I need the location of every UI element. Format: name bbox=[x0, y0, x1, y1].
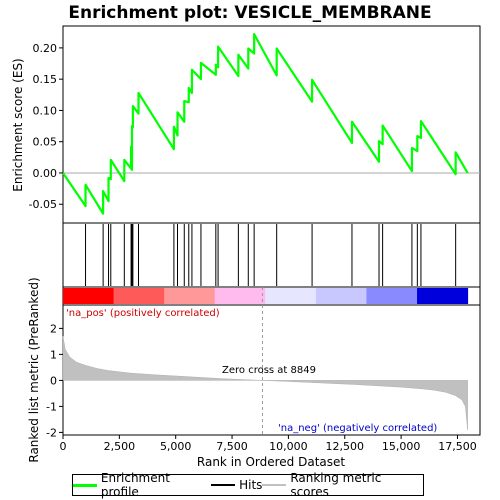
x-axis-label: Rank in Ordered Dataset bbox=[197, 455, 345, 469]
legend-label: Hits bbox=[239, 478, 263, 492]
legend-item-hits: Hits bbox=[211, 478, 262, 492]
metric-panel bbox=[62, 304, 481, 436]
es-curve bbox=[62, 33, 469, 215]
x-tick-label: 5,000 bbox=[160, 440, 192, 453]
x-tick-label: 10,000 bbox=[269, 440, 308, 453]
es-y-tick-label: 0.15 bbox=[33, 73, 58, 86]
metric-y-tick-label: -1 bbox=[46, 400, 57, 413]
es-y-tick-label: 0.05 bbox=[33, 136, 58, 149]
heat-bar-segment bbox=[214, 288, 266, 304]
es-y-axis-label: Enrichment score (ES) bbox=[11, 58, 25, 191]
es-y-tick-label: 0.10 bbox=[33, 104, 58, 117]
x-tick-label: 2,500 bbox=[104, 440, 136, 453]
x-tick-label: 15,000 bbox=[382, 440, 421, 453]
heat-bar-segment bbox=[366, 288, 418, 304]
legend-label: Ranking metric scores bbox=[290, 471, 382, 499]
legend-item-enrichment-profile: Enrichment profile bbox=[73, 471, 211, 499]
ranking-metric-area bbox=[62, 287, 468, 435]
legend-label: Enrichment profile bbox=[100, 471, 170, 499]
heat-bar-segment bbox=[164, 288, 216, 304]
x-tick-label: 0 bbox=[60, 440, 67, 453]
negative-correlation-label: 'na_neg' (negatively correlated) bbox=[278, 423, 437, 434]
x-tick-label: 7,500 bbox=[216, 440, 248, 453]
heat-bar bbox=[63, 288, 469, 304]
ranking-metric-fill bbox=[62, 336, 468, 430]
es-panel bbox=[62, 25, 481, 224]
metric-y-tick-label: 0 bbox=[50, 374, 57, 387]
heat-bar-segment bbox=[417, 288, 469, 304]
x-tick-label: 17,500 bbox=[438, 440, 477, 453]
es-y-tick-label: -0.05 bbox=[29, 198, 57, 211]
es-y-tick-label: 0.20 bbox=[33, 42, 58, 55]
metric-y-tick-label: 2 bbox=[50, 322, 57, 335]
x-tick-label: 12,500 bbox=[326, 440, 365, 453]
legend-item-ranking-metric: Ranking metric scores bbox=[262, 471, 423, 499]
legend-swatch-gray bbox=[262, 484, 287, 486]
es-y-tick-label: 0.00 bbox=[33, 167, 58, 180]
axis-ticks: 0 2,500 5,000 7,500 10,000 12,500 15,000 17,500… bbox=[29, 42, 477, 453]
metric-y-axis-label: Ranked list metric (PreRanked) bbox=[27, 277, 41, 462]
legend-swatch-green bbox=[73, 483, 97, 487]
metric-y-tick-label: 1 bbox=[50, 348, 57, 361]
legend-swatch-black bbox=[211, 484, 236, 486]
legend: Enrichment profile Hits Ranking metric s… bbox=[72, 471, 424, 499]
enrichment-profile-line bbox=[62, 33, 469, 215]
heat-bar-segment bbox=[315, 288, 367, 304]
heat-bar-segment bbox=[113, 288, 165, 304]
metric-y-tick-label: -2 bbox=[46, 426, 57, 439]
zero-cross-label: Zero cross at 8849 bbox=[222, 365, 316, 376]
heat-bar-segment bbox=[63, 288, 115, 304]
hit-lines bbox=[85, 224, 457, 286]
heat-bar-segment bbox=[265, 288, 317, 304]
chart-title: Enrichment plot: VESICLE_MEMBRANE bbox=[68, 3, 431, 23]
positive-correlation-label: 'na_pos' (positively correlated) bbox=[66, 308, 220, 319]
